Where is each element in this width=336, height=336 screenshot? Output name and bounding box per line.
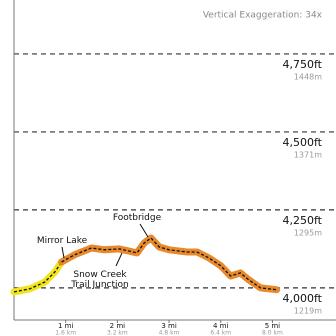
x-tick-label: 1 mi — [58, 322, 73, 330]
x-tick-sublabel: 8.0 km — [262, 330, 283, 336]
y-tick-sublabel: 1371m — [294, 150, 322, 159]
profile-line — [61, 237, 277, 291]
y-tick-label: 4,000ft — [283, 292, 323, 305]
annotation: Footbridge — [112, 213, 162, 223]
y-tick-sublabel: 1295m — [294, 228, 322, 237]
x-tick-label: 5 mi — [265, 322, 280, 330]
y-tick-sublabel: 1448m — [294, 72, 322, 81]
x-tick-sublabel: 4.8 km — [159, 330, 180, 336]
x-tick-sublabel: 6.4 km — [210, 330, 231, 336]
annotation-leader — [139, 223, 149, 238]
annotation-leader — [61, 246, 65, 259]
x-tick-sublabel: 1.6 km — [55, 330, 76, 336]
subtitle: Vertical Exaggeration: 34x — [203, 11, 323, 21]
y-tick-sublabel: 1219m — [294, 306, 322, 315]
x-tick-sublabel: 3.2 km — [107, 330, 128, 336]
y-tick-label: 4,750ft — [283, 58, 323, 71]
profile-line — [13, 261, 63, 293]
y-tick-label: 4,250ft — [283, 214, 323, 227]
x-tick-label: 3 mi — [161, 322, 176, 330]
x-tick-label: 4 mi — [213, 322, 228, 330]
y-tick-label: 4,500ft — [283, 136, 323, 149]
annotation: Mirror Lake — [36, 236, 88, 246]
x-tick-label: 2 mi — [110, 322, 125, 330]
annotation: Snow Creek Trail Junction — [71, 270, 129, 290]
annotation-leader — [115, 252, 123, 267]
